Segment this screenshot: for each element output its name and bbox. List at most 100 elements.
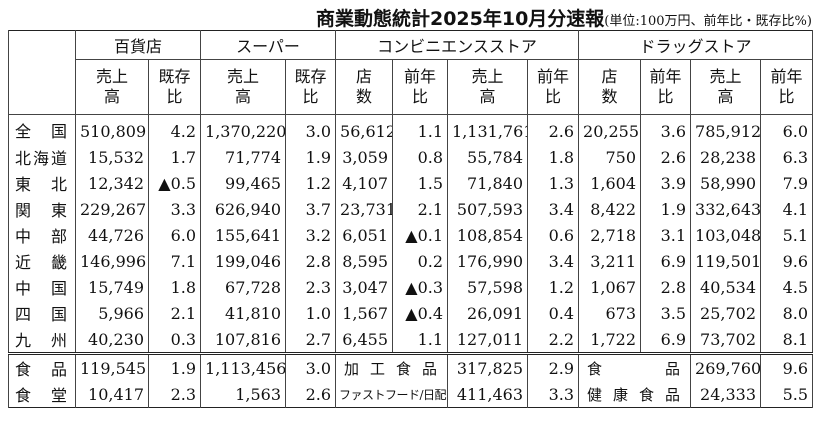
cell: 510,809 bbox=[75, 114, 149, 144]
cell: 0.6 bbox=[527, 222, 580, 248]
cell: 67,728 bbox=[200, 274, 287, 300]
cell: 56,612 bbox=[335, 114, 394, 144]
cell: 1,604 bbox=[578, 170, 642, 196]
column-label: 既存比 bbox=[158, 67, 191, 106]
cell: 25,702 bbox=[690, 300, 762, 326]
cell: 23,731 bbox=[335, 196, 394, 222]
cell: 1.2 bbox=[285, 170, 337, 196]
column-header: 既存比 bbox=[285, 59, 337, 115]
region-label: 中部 bbox=[8, 222, 76, 248]
cell: 1.7 bbox=[147, 144, 202, 170]
cell: 20,255 bbox=[578, 114, 642, 144]
cell: 3.4 bbox=[527, 196, 580, 222]
cell: 3,059 bbox=[335, 144, 394, 170]
column-label: 売上高 bbox=[471, 67, 504, 106]
column-label: 前年比 bbox=[537, 67, 570, 106]
region-label: 近畿 bbox=[8, 248, 76, 274]
cell: 1,067 bbox=[578, 274, 642, 300]
cell: 3.0 bbox=[285, 352, 337, 381]
cell: 4.5 bbox=[760, 274, 814, 300]
cell: 0.3 bbox=[147, 326, 202, 354]
cell: 3.0 bbox=[285, 114, 337, 144]
cell: 57,598 bbox=[447, 274, 529, 300]
cell: 28,238 bbox=[690, 144, 762, 170]
cell: 626,940 bbox=[200, 196, 287, 222]
cell: 24,333 bbox=[690, 381, 762, 408]
title: 商業動態統計2025年10月分速報 bbox=[315, 8, 605, 30]
cell: 1,722 bbox=[578, 326, 642, 354]
cell: 0.4 bbox=[527, 300, 580, 326]
cell: 1.1 bbox=[392, 114, 449, 144]
cell: 9.6 bbox=[760, 352, 814, 381]
cell: 4.1 bbox=[760, 196, 814, 222]
column-label: 店 数 bbox=[356, 67, 373, 106]
cell: 12,342 bbox=[75, 170, 149, 196]
cell: 2.1 bbox=[147, 300, 202, 326]
cell: 2.2 bbox=[527, 326, 580, 354]
cell: 2.7 bbox=[285, 326, 337, 354]
item-label: 食堂 bbox=[8, 381, 76, 408]
cell: 26,091 bbox=[447, 300, 529, 326]
column-label: 既存比 bbox=[294, 67, 327, 106]
cell: 119,501 bbox=[690, 248, 762, 274]
cell: 8,422 bbox=[578, 196, 642, 222]
row: 北海道 15,532 1.7 71,774 1.9 3,059 0.8 55,784 1.8 75… bbox=[8, 144, 814, 170]
column-header: 店 数 bbox=[578, 59, 642, 115]
cell: 3.2 bbox=[285, 222, 337, 248]
heading: 商業動態統計2025年10月分速報(単位:100万円、前年比・既存比%) bbox=[0, 4, 812, 31]
cell: 1,370,220 bbox=[200, 114, 287, 144]
cell: ▲0.1 bbox=[392, 222, 449, 248]
cell: 2.9 bbox=[527, 352, 580, 381]
column-header: 売上高 bbox=[75, 59, 149, 115]
row: 全国 510,809 4.2 1,370,220 3.0 56,612 1.1 1,131,7… bbox=[8, 114, 814, 144]
cell: 1.2 bbox=[527, 274, 580, 300]
cell: 332,643 bbox=[690, 196, 762, 222]
cell: 1,563 bbox=[200, 381, 287, 408]
cell: 6.9 bbox=[640, 248, 692, 274]
column-header: 店 数 bbox=[335, 59, 394, 115]
column-label: 前年比 bbox=[649, 67, 682, 106]
cell: 4.2 bbox=[147, 114, 202, 144]
cell: 2,718 bbox=[578, 222, 642, 248]
cell: 1.3 bbox=[527, 170, 580, 196]
row: 近畿 146,996 7.1 199,046 2.8 8,595 0.2 176,990 3.4… bbox=[8, 248, 814, 274]
cell: 3,211 bbox=[578, 248, 642, 274]
cell: 2.3 bbox=[147, 381, 202, 408]
cell: 0.8 bbox=[392, 144, 449, 170]
cell: 3.5 bbox=[640, 300, 692, 326]
cell: 3.1 bbox=[640, 222, 692, 248]
cell: 2.8 bbox=[640, 274, 692, 300]
corner bbox=[8, 30, 76, 115]
item-label: 加工食品 bbox=[335, 352, 449, 381]
region-label: 北海道 bbox=[8, 144, 76, 170]
cell: 71,840 bbox=[447, 170, 529, 196]
cell: 3,047 bbox=[335, 274, 394, 300]
cell: 3.3 bbox=[147, 196, 202, 222]
column-label: 店 数 bbox=[601, 67, 618, 106]
cell: 6,455 bbox=[335, 326, 394, 354]
cell: 750 bbox=[578, 144, 642, 170]
cell: 6.3 bbox=[760, 144, 814, 170]
cell: 10,417 bbox=[75, 381, 149, 408]
column-header: 既存比 bbox=[147, 59, 202, 115]
cell: 317,825 bbox=[447, 352, 529, 381]
item-label: 食品 bbox=[578, 352, 692, 381]
row: 売上高 既存比 売上高 既存比店 数前年比 売上高 前年比店 数前年比 売上高 前年比 bbox=[9, 59, 814, 115]
column-header: 売上高 bbox=[200, 59, 287, 115]
cell: 2.6 bbox=[527, 114, 580, 144]
cell: 155,641 bbox=[200, 222, 287, 248]
region-label: 四国 bbox=[8, 300, 76, 326]
column-header: 前年比 bbox=[760, 59, 814, 115]
row: 東北 12,342 ▲0.5 99,465 1.2 4,107 1.5 71,840 1.3 1,… bbox=[8, 170, 814, 196]
cell: 6.0 bbox=[147, 222, 202, 248]
cell: 5.1 bbox=[760, 222, 814, 248]
cell: 127,011 bbox=[447, 326, 529, 354]
cell: 269,760 bbox=[690, 352, 762, 381]
item-label: 食品 bbox=[8, 352, 76, 381]
cell: 107,816 bbox=[200, 326, 287, 354]
cell: 40,230 bbox=[75, 326, 149, 354]
cell: 41,810 bbox=[200, 300, 287, 326]
column-header: 売上高 bbox=[447, 59, 529, 115]
group-header: スーパー bbox=[200, 30, 337, 60]
